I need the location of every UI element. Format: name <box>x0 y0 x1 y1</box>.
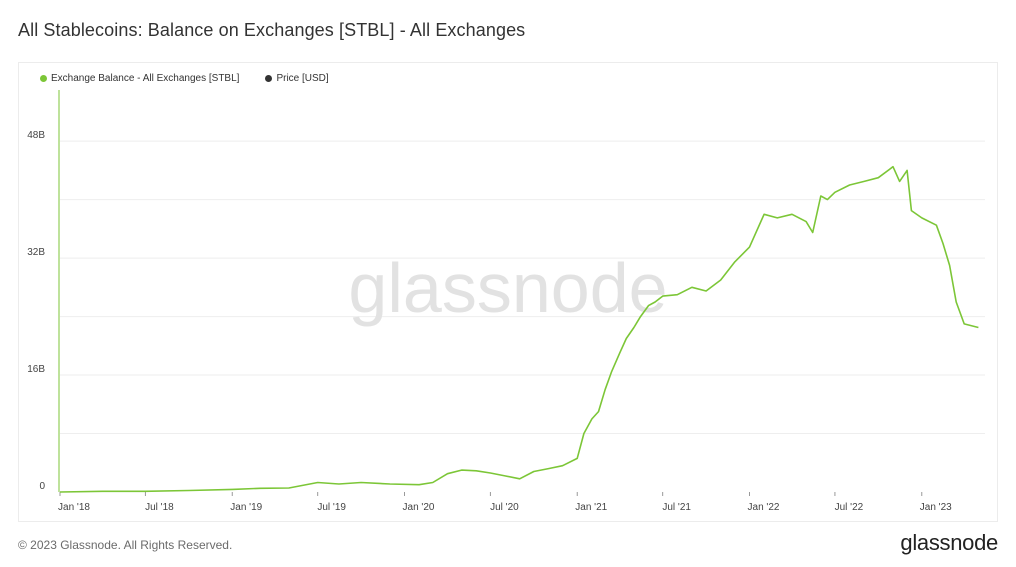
y-axis: 0 16B 32B 48B <box>27 130 45 492</box>
x-tick-label: Jul '18 <box>145 502 174 513</box>
legend-label-exchange-balance: Exchange Balance - All Exchanges [STBL] <box>51 73 240 84</box>
legend-item-price[interactable]: Price [USD] <box>265 73 329 84</box>
x-axis: Jan '18 Jul '18 Jan '19 Jul '19 Jan '20 Jul '… <box>58 492 952 513</box>
legend-label-price: Price [USD] <box>276 73 329 84</box>
x-tick-label: Jul '20 <box>490 502 519 513</box>
y-tick-label: 32B <box>27 247 45 258</box>
x-tick-label: Jan '18 <box>58 502 90 513</box>
x-tick-label: Jul '19 <box>317 502 346 513</box>
watermark: glassnode <box>348 249 667 327</box>
chart-panel <box>18 62 998 522</box>
x-tick-label: Jan '19 <box>230 502 262 513</box>
x-tick-label: Jan '23 <box>920 502 952 513</box>
x-tick-label: Jan '20 <box>403 502 435 513</box>
legend-dot-price <box>265 75 273 82</box>
chart-title: All Stablecoins: Balance on Exchanges [S… <box>18 20 526 40</box>
x-tick-label: Jan '21 <box>575 502 607 513</box>
x-tick-label: Jul '22 <box>835 502 864 513</box>
copyright-text: © 2023 Glassnode. All Rights Reserved. <box>18 538 233 552</box>
x-tick-label: Jan '22 <box>748 502 780 513</box>
y-tick-label: 0 <box>39 481 45 492</box>
y-tick-label: 48B <box>27 130 45 141</box>
series-layer <box>59 165 979 493</box>
series-line-exchange-balance[interactable] <box>59 165 979 493</box>
legend-item-exchange-balance[interactable]: Exchange Balance - All Exchanges [STBL] <box>40 73 239 84</box>
grid-lines <box>60 140 985 435</box>
x-tick-label: Jul '21 <box>662 502 691 513</box>
legend: Exchange Balance - All Exchanges [STBL] … <box>40 73 329 84</box>
brand-logo: glassnode <box>900 530 998 555</box>
legend-dot-exchange-balance <box>40 75 47 82</box>
y-tick-label: 16B <box>27 364 45 375</box>
